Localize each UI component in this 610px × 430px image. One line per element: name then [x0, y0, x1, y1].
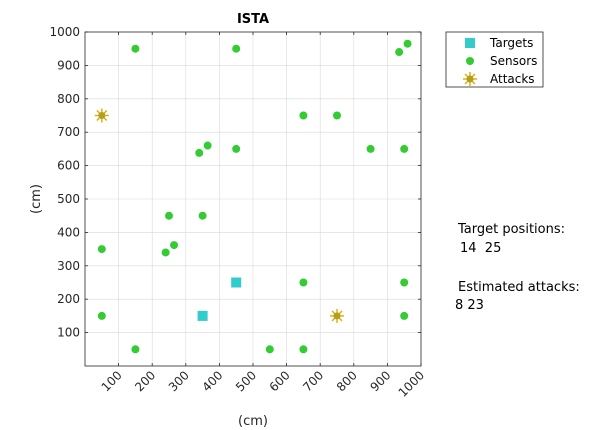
sensors-point — [403, 39, 412, 48]
x-tick-label: 500 — [233, 368, 259, 394]
sensors-point — [161, 248, 170, 257]
x-tick-label: 900 — [367, 368, 393, 394]
y-tick-label: 100 — [57, 326, 80, 340]
legend-marker-sensors — [466, 57, 474, 65]
attack-star-center — [333, 312, 341, 320]
sensors-point — [333, 111, 341, 120]
targets-point — [197, 310, 208, 321]
sensors-point — [400, 278, 409, 287]
legend-label-sensors: Sensors — [490, 54, 537, 68]
sensors-point — [232, 44, 241, 53]
y-tick-label: 400 — [57, 225, 80, 239]
y-tick-label: 800 — [57, 92, 80, 106]
sensors-point — [131, 44, 140, 53]
sensors-point — [265, 345, 274, 354]
x-tick-label: 200 — [132, 368, 158, 394]
attack-star-center — [466, 75, 474, 83]
sensors-point — [203, 141, 212, 150]
chart-title: ISTA — [237, 12, 269, 27]
attack-star-center — [98, 112, 106, 119]
y-tick-label: 200 — [57, 292, 80, 306]
y-tick-label: 300 — [57, 259, 80, 273]
sensors-point — [299, 278, 308, 287]
legend-marker-targets — [465, 38, 475, 48]
legend-label-targets: Targets — [489, 36, 533, 50]
attacks-point — [94, 108, 109, 123]
sensors-point — [400, 311, 409, 320]
sensors-point — [232, 144, 241, 153]
x-tick-label: 400 — [199, 368, 225, 394]
sensors-point — [395, 48, 404, 57]
sensors-point — [97, 311, 106, 320]
y-tick-label: 500 — [57, 192, 80, 206]
x-tick-label: 800 — [334, 368, 360, 394]
sensors-point — [198, 211, 207, 220]
y-tick-label: 1000 — [49, 25, 80, 39]
sensors-point — [400, 144, 409, 153]
targets-point — [231, 277, 242, 288]
grid-lines — [85, 32, 421, 366]
legend: Targets Sensors Attacks — [445, 31, 544, 88]
estimated-attacks-label: Estimated attacks: — [458, 280, 580, 295]
legend-label-attacks: Attacks — [490, 72, 535, 86]
x-tick-label: 300 — [166, 368, 192, 394]
sensors-point — [131, 345, 140, 354]
legend-marker-attacks — [463, 72, 477, 86]
y-tick-label: 700 — [57, 125, 80, 139]
x-tick-label: 600 — [267, 368, 293, 394]
sensors-point — [165, 211, 173, 220]
sensors-point — [97, 245, 106, 254]
y-tick-label: 900 — [57, 58, 80, 72]
x-tick-label: 1000 — [396, 368, 427, 399]
sensors-point — [170, 241, 179, 250]
sensors-point — [195, 148, 204, 157]
y-tick-label: 600 — [57, 159, 80, 173]
x-axis-label: (cm) — [238, 414, 268, 429]
x-tick-label: 100 — [99, 368, 125, 394]
legend-box — [445, 31, 544, 88]
x-tick-label: 700 — [300, 368, 326, 394]
y-axis-label: (cm) — [29, 184, 44, 214]
estimated-attacks-values: 8 23 — [455, 298, 484, 313]
sensors-point — [366, 144, 375, 153]
axis-ticks: 100 200 300 400 500 600 700 800 900 1000100200300… — [49, 25, 427, 400]
attacks-point — [330, 308, 344, 323]
sensors-point — [299, 111, 308, 120]
sensors-point — [299, 345, 308, 354]
target-positions-label: Target positions: — [458, 222, 565, 237]
data-markers — [94, 39, 412, 354]
target-positions-values: 14 25 — [460, 241, 502, 256]
